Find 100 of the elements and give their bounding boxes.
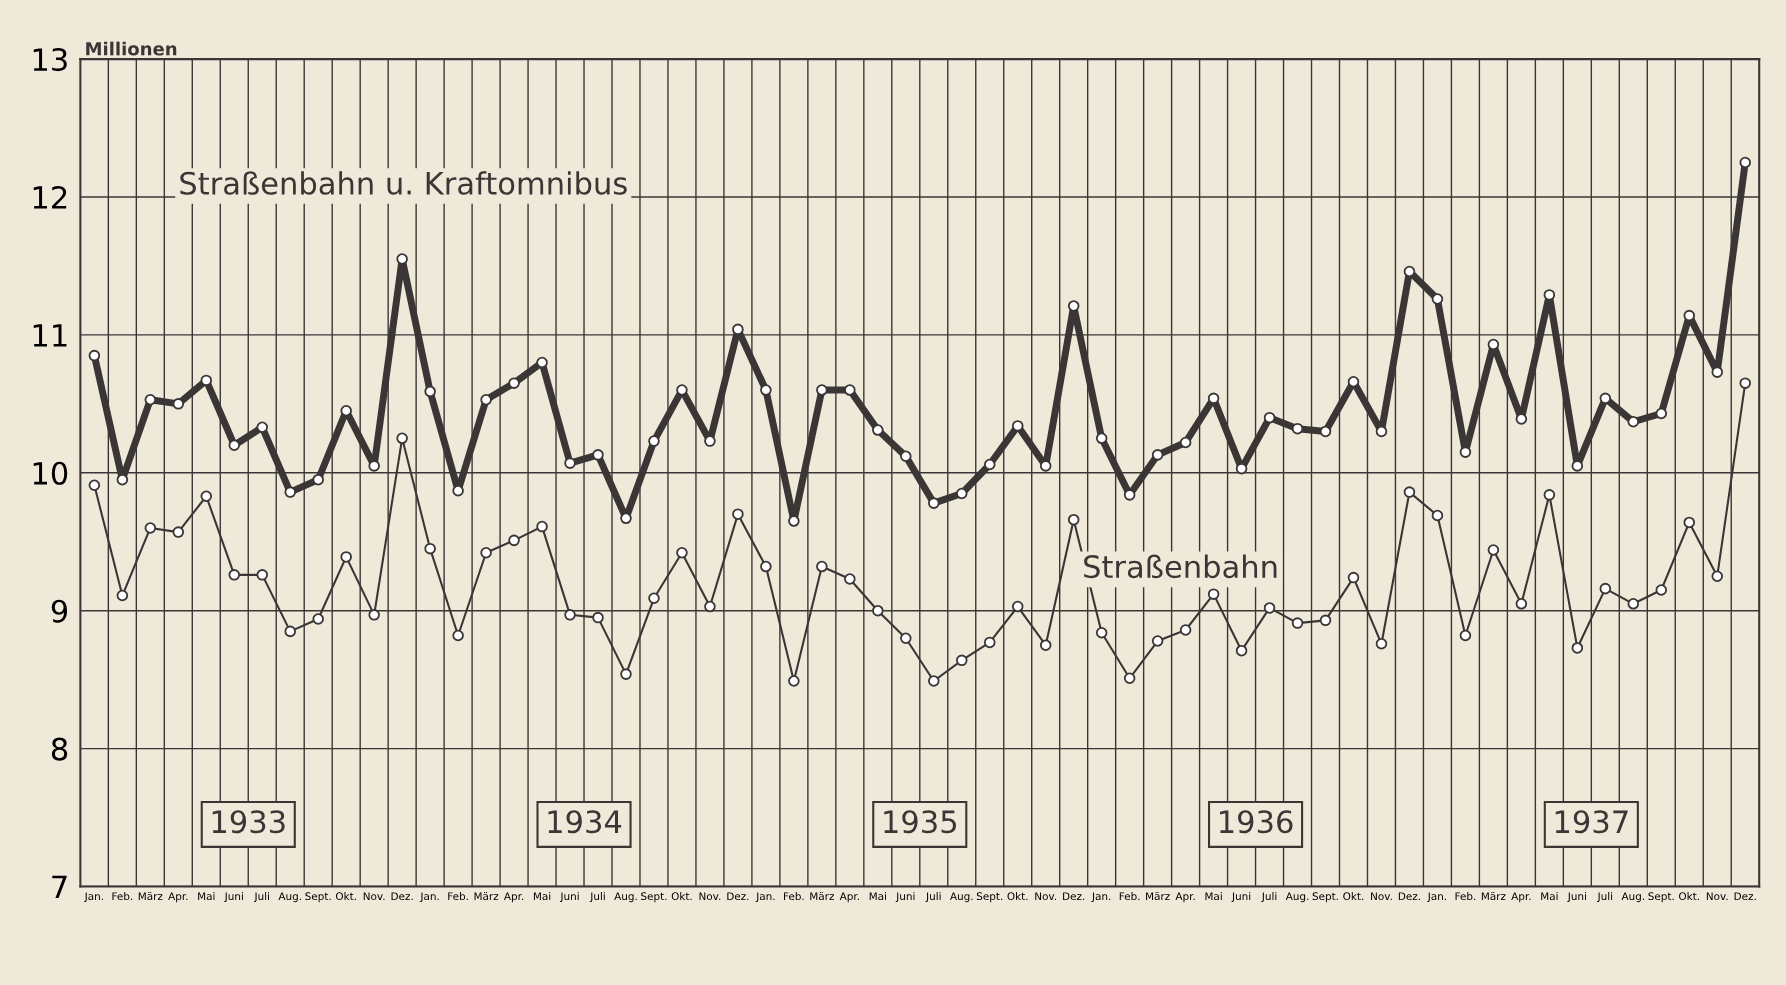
point xyxy=(844,573,856,585)
x-tick-label: Sept. xyxy=(641,892,667,903)
x-tick-label: März xyxy=(810,892,834,901)
point xyxy=(928,675,940,687)
point xyxy=(284,625,296,638)
point xyxy=(1599,582,1612,595)
annotation: 1933 xyxy=(212,810,285,834)
point xyxy=(872,604,884,617)
x-tick-label: Juli xyxy=(1597,892,1613,903)
point xyxy=(88,349,101,362)
point xyxy=(1739,156,1751,169)
point xyxy=(1571,460,1584,472)
x-tick-label: Juni xyxy=(224,892,243,903)
annotation: 1935 xyxy=(884,810,956,834)
x-tick-label: März xyxy=(1146,892,1170,901)
point xyxy=(648,592,660,605)
x-tick-label: Mai xyxy=(533,892,551,901)
x-tick-label: Nov. xyxy=(699,892,721,901)
x-tick-label: Juli xyxy=(925,892,941,903)
x-tick-label: Feb. xyxy=(448,892,468,901)
point xyxy=(1431,293,1444,305)
x-tick-label: Juli xyxy=(253,892,269,903)
x-tick-label: Apr. xyxy=(168,892,188,903)
point xyxy=(396,253,408,265)
x-tick-label: Dez. xyxy=(1398,892,1420,901)
point xyxy=(200,490,213,503)
x-tick-label: Sept. xyxy=(1648,892,1674,903)
x-tick-label: Apr. xyxy=(839,892,859,903)
point xyxy=(284,486,296,498)
point xyxy=(1207,588,1220,600)
x-tick-label: Nov. xyxy=(363,892,385,901)
x-tick-label: Aug. xyxy=(614,892,637,903)
point xyxy=(1235,644,1248,657)
point xyxy=(312,613,324,625)
point xyxy=(983,458,996,471)
point xyxy=(424,385,436,398)
x-tick-label: Apr. xyxy=(503,892,524,903)
x-tick-label: Feb. xyxy=(112,892,133,901)
point xyxy=(1459,629,1472,642)
x-tick-label: Sept. xyxy=(1312,892,1338,903)
x-tick-label: Feb. xyxy=(1455,892,1476,901)
point xyxy=(536,520,548,533)
series-label: Straßenbahn xyxy=(1084,554,1277,579)
point xyxy=(1319,614,1332,627)
point xyxy=(1431,509,1444,522)
point xyxy=(424,542,436,555)
point xyxy=(1627,416,1640,428)
point xyxy=(172,398,185,410)
point xyxy=(1739,377,1751,389)
annotation: 1937 xyxy=(1555,810,1628,834)
point xyxy=(508,377,520,389)
x-tick-label: Aug. xyxy=(1285,892,1309,903)
x-tick-label: Nov. xyxy=(1035,892,1056,901)
x-tick-label: Jan. xyxy=(1091,892,1111,903)
point xyxy=(760,384,772,396)
x-tick-label: Okt. xyxy=(335,892,356,901)
point xyxy=(1151,635,1164,647)
x-tick-label: Dez. xyxy=(1734,892,1756,901)
point xyxy=(144,522,157,534)
point xyxy=(1683,516,1696,529)
point xyxy=(88,479,101,491)
point xyxy=(172,526,185,538)
point xyxy=(116,473,129,486)
point xyxy=(955,487,968,500)
x-tick-label: Okt. xyxy=(1007,892,1028,901)
point xyxy=(1123,672,1136,685)
point xyxy=(1515,598,1528,610)
point xyxy=(1179,624,1192,636)
point xyxy=(1235,462,1248,475)
point xyxy=(228,439,241,451)
point xyxy=(955,654,968,667)
point xyxy=(1263,411,1276,424)
point xyxy=(1291,422,1304,435)
x-tick-label: Aug. xyxy=(278,892,301,903)
x-tick-label: Dez. xyxy=(391,892,413,901)
x-tick-label: Apr. xyxy=(1175,892,1195,903)
point xyxy=(480,393,492,406)
y-tick-label: 10 xyxy=(33,461,68,485)
x-tick-label: Feb. xyxy=(784,892,804,901)
y-axis-title: Millionen xyxy=(86,41,177,56)
point xyxy=(1067,513,1080,526)
point xyxy=(816,384,828,396)
point xyxy=(1039,639,1052,651)
point xyxy=(676,547,688,559)
point xyxy=(452,484,464,497)
y-tick-label: 13 xyxy=(33,48,67,72)
point xyxy=(1711,570,1724,582)
point xyxy=(564,457,576,469)
point xyxy=(1655,584,1668,596)
point xyxy=(900,450,912,463)
point xyxy=(1487,544,1500,556)
point xyxy=(368,609,380,621)
y-tick-label: 9 xyxy=(51,599,68,623)
point xyxy=(1571,642,1584,654)
x-tick-label: März xyxy=(474,892,499,901)
point xyxy=(1179,436,1192,449)
x-tick-label: Juni xyxy=(1231,892,1251,903)
point xyxy=(144,393,157,406)
point xyxy=(928,497,940,509)
point xyxy=(872,424,884,436)
